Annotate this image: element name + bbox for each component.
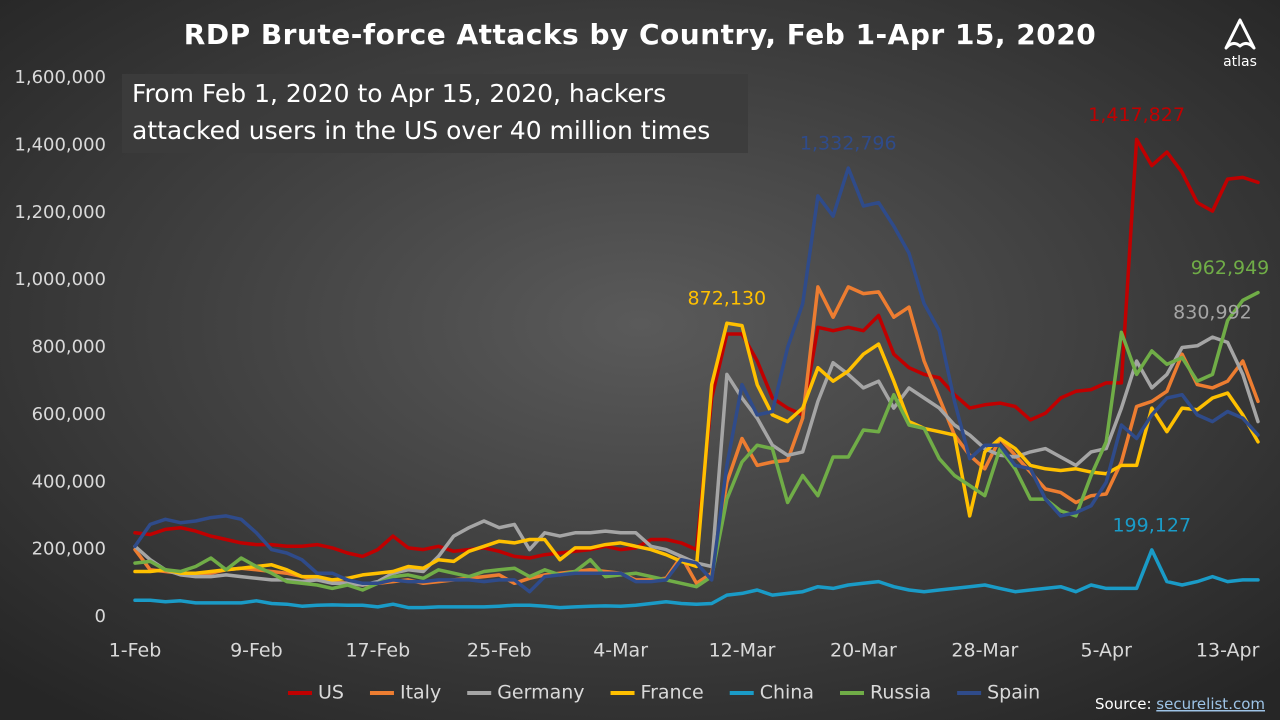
annotation-box <box>122 74 748 153</box>
series-line <box>133 166 1260 594</box>
x-tick-label: 12-Mar <box>709 640 776 662</box>
x-tick-label: 1-Feb <box>109 640 162 662</box>
source-label: Source: <box>1095 695 1152 713</box>
x-tick-label: 17-Feb <box>345 640 410 662</box>
x-tick-label: 25-Feb <box>467 640 532 662</box>
y-tick-label: 200,000 <box>32 539 106 560</box>
x-tick-label: 28-Mar <box>951 640 1018 662</box>
x-tick-label: 20-Mar <box>830 640 897 662</box>
source-link[interactable]: securelist.com <box>1156 695 1265 713</box>
legend-label: Russia <box>870 682 931 704</box>
y-tick-label: 400,000 <box>32 471 106 492</box>
legend-label: Italy <box>400 682 441 704</box>
legend-item: China <box>729 682 814 704</box>
series-line <box>133 548 1260 610</box>
legend-item: Russia <box>840 682 931 704</box>
legend-item: Italy <box>369 682 441 704</box>
annotation-line: From Feb 1, 2020 to Apr 15, 2020, hacker… <box>132 79 666 108</box>
chart-title: RDP Brute-force Attacks by Country, Feb … <box>184 18 1096 51</box>
y-tick-label: 600,000 <box>32 404 106 425</box>
y-tick-label: 1,200,000 <box>14 202 106 223</box>
annotation-line: attacked users in the US over 40 million… <box>132 116 710 145</box>
legend-item: France <box>610 682 704 704</box>
legend-label: France <box>641 682 704 704</box>
y-tick-label: 1,600,000 <box>14 67 106 88</box>
data-label: 830,992 <box>1173 302 1252 324</box>
logo-icon <box>1224 18 1256 50</box>
x-tick-label: 9-Feb <box>230 640 283 662</box>
legend-label: Spain <box>987 682 1040 704</box>
y-tick-label: 1,000,000 <box>14 269 106 290</box>
data-label: 1,417,827 <box>1088 104 1185 126</box>
data-label: 962,949 <box>1191 257 1270 279</box>
legend-label: China <box>760 682 814 704</box>
legend-label: US <box>318 682 344 704</box>
x-tick-label: 5-Apr <box>1081 640 1133 662</box>
legend-item: US <box>288 682 344 704</box>
legend-item: Germany <box>467 682 585 704</box>
y-tick-label: 800,000 <box>32 337 106 358</box>
data-label: 872,130 <box>688 288 767 310</box>
logo-text: atlas <box>1223 54 1257 70</box>
logo: atlas <box>1223 18 1257 70</box>
y-tick-label: 0 <box>95 606 106 627</box>
x-tick-label: 4-Mar <box>593 640 648 662</box>
source: Source: securelist.com <box>1095 695 1265 713</box>
x-tick-label: 13-Apr <box>1196 640 1260 662</box>
legend-label: Germany <box>497 682 584 704</box>
data-label: 199,127 <box>1112 514 1191 536</box>
y-tick-label: 1,400,000 <box>14 134 106 155</box>
data-label: 1,332,796 <box>800 133 897 155</box>
series-line <box>133 321 1260 582</box>
legend-item: Spain <box>957 682 1040 704</box>
